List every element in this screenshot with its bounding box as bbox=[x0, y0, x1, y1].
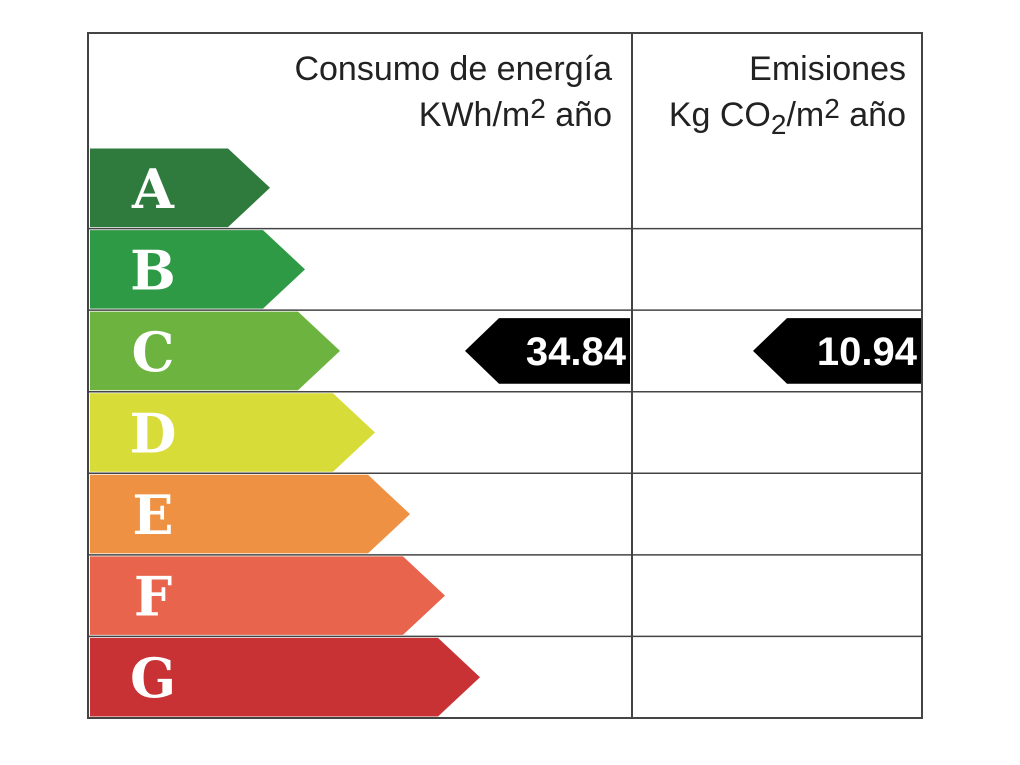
class-arrow bbox=[90, 393, 375, 472]
energy-title: Consumo de energía bbox=[294, 50, 612, 88]
unit-sub: 2 bbox=[771, 109, 787, 140]
value-arrow bbox=[465, 318, 630, 384]
class-letter: C bbox=[132, 320, 175, 384]
value-label: 10.94 bbox=[817, 330, 918, 374]
class-letter: E bbox=[132, 483, 173, 547]
class-arrow bbox=[90, 311, 340, 391]
unit-part: año bbox=[840, 96, 906, 134]
value-label: 34.84 bbox=[526, 330, 627, 374]
class-letter: F bbox=[134, 565, 172, 629]
value-arrow bbox=[753, 318, 921, 384]
frame bbox=[87, 32, 923, 719]
class-letter: A bbox=[131, 157, 175, 221]
class-letter: G bbox=[130, 646, 176, 710]
class-arrow bbox=[90, 556, 445, 635]
unit-sup: 2 bbox=[824, 93, 840, 124]
emissions-title: Emisiones bbox=[749, 50, 906, 88]
unit-part: año bbox=[546, 96, 612, 134]
unit-part: KWh/m bbox=[419, 96, 530, 134]
class-letter: D bbox=[130, 402, 177, 466]
emissions-unit: Kg CO2/m2 año bbox=[669, 93, 906, 140]
class-arrow bbox=[90, 230, 305, 309]
energy-unit: KWh/m2 año bbox=[419, 93, 612, 134]
class-letter: B bbox=[130, 238, 176, 302]
unit-sup: 2 bbox=[530, 93, 546, 124]
class-arrow bbox=[90, 637, 480, 717]
class-arrow bbox=[90, 474, 410, 554]
unit-part: Kg CO bbox=[669, 96, 771, 134]
unit-part: /m bbox=[786, 96, 824, 134]
class-arrow bbox=[90, 148, 270, 228]
